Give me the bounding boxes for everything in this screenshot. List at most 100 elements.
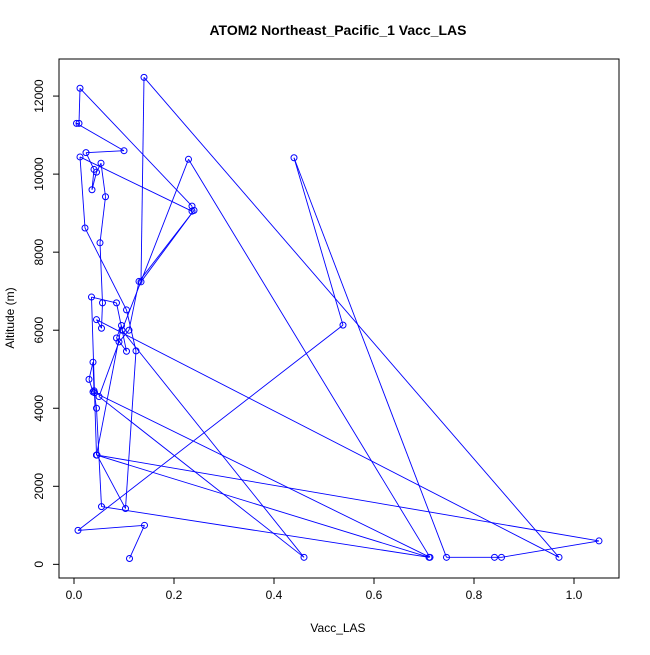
y-axis-label: Altitude (m) — [3, 287, 17, 348]
series-segment — [138, 210, 195, 282]
data-point — [140, 73, 148, 81]
data-point — [81, 224, 89, 232]
data-point — [118, 322, 125, 330]
series-segment — [118, 329, 130, 343]
y-axis: 0 2000 4000 6000 8000 10000 12000 — [32, 79, 60, 568]
x-axis: 0.0 0.2 0.4 0.6 0.8 1.0 — [66, 577, 583, 602]
series-segment — [99, 196, 106, 243]
chart-title: ATOM2 Northeast_Pacific_1 Vacc_LAS — [209, 22, 466, 38]
series-segment — [501, 540, 600, 558]
data-point — [135, 277, 143, 285]
series-segment — [293, 157, 447, 558]
data-point — [555, 553, 563, 561]
series-segment — [94, 392, 97, 456]
series-segment — [92, 362, 95, 391]
data-point — [85, 375, 93, 383]
data-point — [89, 358, 97, 366]
y-tick-label: 4000 — [32, 395, 46, 422]
series-segment — [77, 524, 145, 531]
data-point — [443, 553, 450, 561]
y-tick-label: 10000 — [32, 157, 46, 191]
series-segment — [293, 157, 344, 326]
series-segment — [79, 156, 193, 212]
y-tick-label: 2000 — [32, 473, 46, 500]
data-point — [120, 147, 128, 155]
y-tick-label: 12000 — [32, 79, 46, 113]
data-point — [88, 186, 96, 194]
data-point — [113, 334, 120, 342]
series-segment — [96, 319, 102, 329]
data-point — [188, 202, 196, 210]
data-point — [98, 503, 105, 511]
data-point — [595, 537, 603, 545]
series-segment — [96, 454, 126, 509]
y-tick-label: 8000 — [32, 238, 46, 265]
data-point — [93, 316, 100, 324]
data-point — [93, 451, 100, 459]
data-point — [425, 553, 433, 561]
series-segment — [125, 350, 137, 509]
data-point — [76, 84, 84, 92]
data-point — [125, 326, 133, 334]
series-segment — [96, 319, 560, 558]
data-point — [73, 119, 80, 127]
data-point — [123, 306, 130, 314]
data-point — [132, 347, 140, 355]
data-point — [75, 119, 83, 127]
series-segment — [85, 150, 125, 154]
y-tick-label: 6000 — [32, 317, 46, 344]
data-point — [113, 299, 120, 307]
series-layer — [73, 73, 603, 562]
data-point — [126, 554, 133, 562]
data-point — [102, 193, 109, 201]
x-tick-label: 0.6 — [366, 588, 383, 602]
series-segment — [121, 159, 189, 331]
series-segment — [128, 281, 140, 331]
series-segment — [88, 379, 94, 392]
series-segment — [96, 454, 600, 542]
series-segment — [96, 454, 430, 558]
x-tick-label: 0.8 — [466, 588, 483, 602]
data-point — [190, 206, 198, 214]
data-point — [82, 149, 90, 157]
series-segment — [126, 309, 137, 351]
data-point — [491, 553, 498, 561]
x-tick-label: 0.4 — [266, 588, 283, 602]
y-tick-label: 0 — [32, 561, 46, 568]
series-segment — [96, 325, 122, 456]
x-axis-label: Vacc_LAS — [310, 621, 365, 635]
data-point — [118, 326, 126, 334]
data-point — [141, 521, 148, 529]
data-point — [91, 389, 98, 397]
data-point — [122, 505, 129, 513]
series-segment — [101, 506, 430, 558]
data-point — [96, 239, 104, 247]
series-segment — [129, 525, 145, 559]
series-segment — [79, 156, 86, 228]
series-segment — [77, 324, 344, 531]
data-point — [97, 159, 105, 167]
x-tick-label: 0.2 — [166, 588, 183, 602]
x-tick-label: 0.0 — [66, 588, 83, 602]
data-point — [76, 153, 84, 161]
series-segment — [98, 341, 120, 397]
data-point — [123, 347, 130, 355]
data-point — [185, 155, 192, 163]
data-point — [93, 404, 100, 412]
data-point — [498, 553, 505, 561]
series-segment — [101, 302, 103, 329]
series-segment — [92, 391, 431, 558]
series-segment — [140, 77, 145, 282]
data-point — [74, 526, 82, 534]
series-segment — [121, 329, 305, 558]
data-point — [98, 324, 105, 332]
series-segment — [91, 297, 95, 393]
data-point — [99, 299, 106, 307]
series-segment — [98, 396, 305, 558]
series-segment — [188, 159, 431, 558]
data-point — [290, 154, 298, 162]
series-segment — [79, 87, 193, 207]
series-segment — [76, 122, 125, 152]
